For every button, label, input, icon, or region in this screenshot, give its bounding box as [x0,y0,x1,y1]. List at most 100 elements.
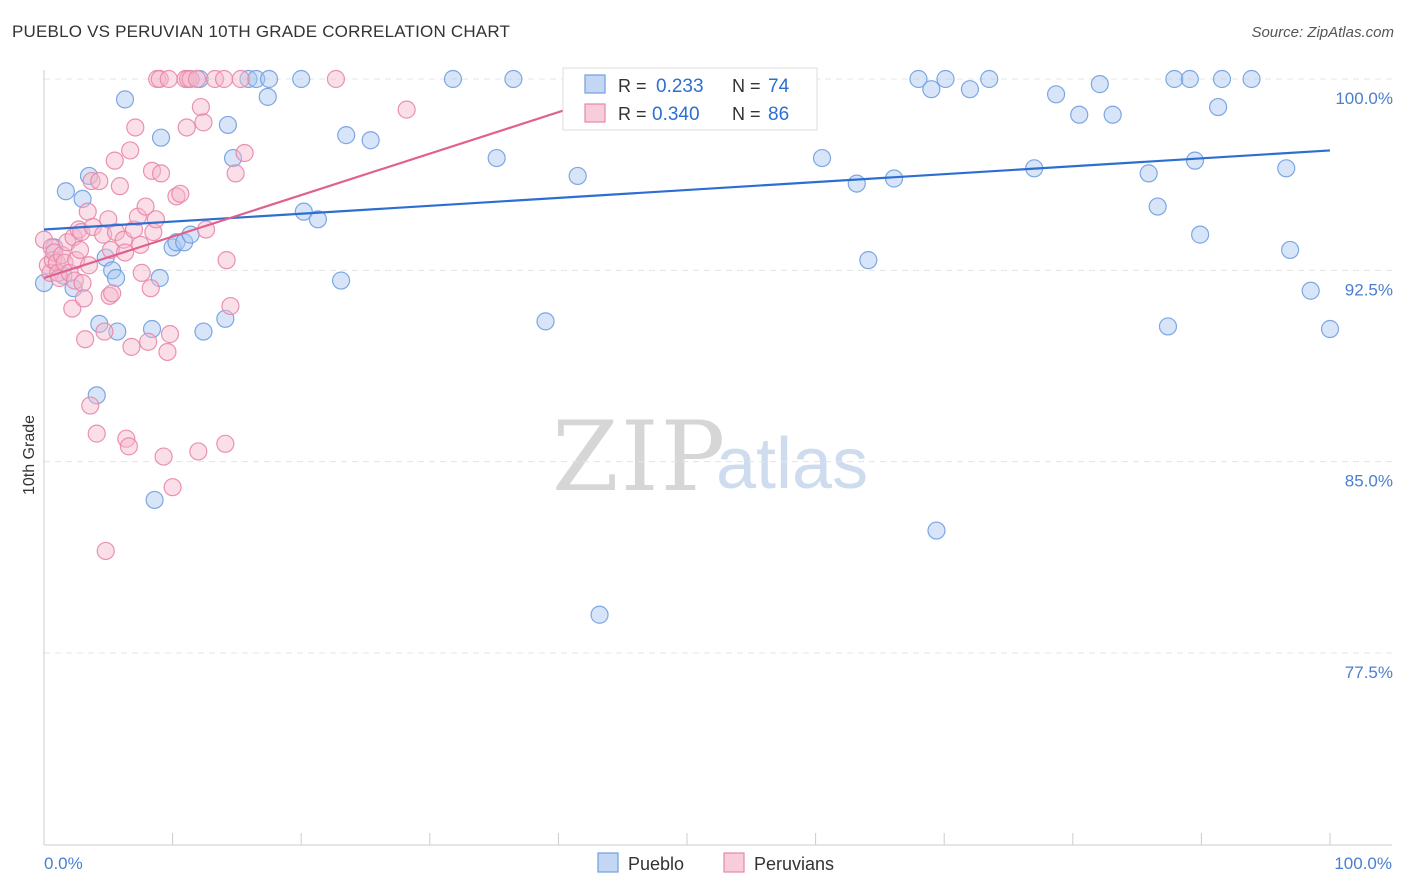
trend-line-peruvians [43,77,662,280]
bottom-legend-swatch-pueblo [597,852,619,873]
peruvians-point-48 [128,207,147,226]
pueblo-point-28 [247,69,266,89]
pueblo-point-69 [1209,97,1228,117]
pueblo-point-17 [151,128,171,147]
pueblo-point-70 [1212,69,1232,89]
peruvians-point-52 [139,332,158,351]
peruvians-point-44 [121,141,140,160]
pueblo-point-58 [1046,85,1066,104]
pueblo-point-37 [443,69,463,89]
peruvians-point-23 [78,202,97,221]
pueblo-point-49 [859,251,878,270]
peruvians-point-43 [119,437,138,456]
bottom-legend-label-pueblo: Pueblo [628,854,684,874]
pueblo-point-74 [1301,281,1320,300]
legend-n-label-pueblo: N = [732,76,761,96]
pueblo-point-7 [87,386,106,405]
peruvians-point-36 [103,284,122,303]
peruvians-point-34 [100,286,119,305]
peruvians-point-60 [154,447,173,466]
peruvians-point-22 [76,330,95,349]
watermark-zip: ZIP [552,401,727,513]
pueblo-point-3 [56,182,75,201]
peruvians-point-71 [187,69,207,89]
peruvians-point-38 [106,222,126,242]
pueblo-point-23 [194,322,213,341]
y-tick-label-2: 85.0% [1345,472,1393,491]
pueblo-point-38 [487,148,506,168]
peruvians-point-62 [159,69,178,89]
peruvians-point-47 [126,118,145,137]
pueblo-point-6 [79,166,99,186]
pueblo-point-67 [1185,151,1205,170]
peruvians-point-77 [214,69,234,89]
bottom-legend-label-peruvians: Peruvians [754,854,834,874]
peruvians-point-68 [177,118,196,137]
pueblo-point-72 [1277,159,1296,178]
pueblo-point-52 [922,80,941,99]
pueblo-point-62 [1139,164,1158,183]
peruvians-point-61 [158,342,177,362]
legend-n-value-pueblo: 74 [768,76,790,97]
bottom-legend-swatch-peruvians [723,852,745,873]
y-tick-label-0: 100.0% [1335,89,1393,108]
peruvians-point-51 [136,197,155,216]
peruvians-point-73 [191,97,210,117]
pueblo-point-11 [106,268,126,288]
pueblo-point-16 [150,268,169,288]
peruvians-point-0 [34,230,54,249]
peruvians-point-31 [95,322,114,341]
pueblo-point-29 [258,87,277,106]
legend-swatch-peruvians [584,103,606,123]
pueblo-point-31 [292,69,311,89]
peruvians-point-59 [151,164,171,183]
peruvians-point-26 [82,171,101,191]
pueblo-point-33 [308,210,328,229]
peruvians-point-63 [160,325,180,344]
pueblo-point-56 [980,69,999,89]
x-axis-ticks [43,833,1331,845]
legend-r-value-pueblo: 0.233 [656,76,704,97]
peruvians-point-32 [96,541,115,561]
peruvians-point-45 [122,337,141,356]
peruvians-point-21 [74,289,93,308]
stats-legend: R = 0.233 N = 74 R = 0.340 N = 86 [562,67,818,131]
pueblo-point-30 [259,69,279,89]
pueblo-point-32 [294,202,313,221]
legend-r-label-pueblo: R = [618,76,647,96]
peruvians-point-83 [235,143,254,163]
peruvians-point-17 [69,220,88,239]
pueblo-point-35 [337,126,356,145]
pueblo-point-68 [1191,225,1210,244]
peruvians-point-81 [226,164,245,183]
pueblo-point-15 [145,490,164,510]
peruvians-point-28 [87,424,106,443]
peruvians-point-37 [105,151,124,170]
peruvians-point-74 [194,113,213,132]
pueblo-point-12 [108,322,127,341]
pueblo-point-39 [504,69,523,89]
peruvians-point-85 [397,100,416,119]
peruvians-point-39 [110,177,129,196]
trend-line-pueblo [43,149,1331,231]
pueblo-point-41 [568,166,587,186]
peruvians-point-70 [181,69,200,89]
pueblo-point-26 [223,148,243,168]
peruvians-point-72 [189,442,208,461]
legend-n-label-peruvians: N = [732,104,761,124]
pueblo-point-54 [936,69,955,89]
pueblo-point-60 [1090,75,1109,94]
pueblo-point-63 [1148,197,1167,216]
pueblo-point-61 [1103,105,1122,124]
pueblo-point-55 [960,80,980,99]
y-tick-label-1: 92.5% [1345,280,1393,299]
pueblo-point-51 [909,69,928,89]
pueblo-point-13 [115,90,135,109]
x-tick-label-left: 0.0% [44,854,83,873]
peruvians-point-80 [221,296,240,316]
pueblo-point-75 [1320,319,1340,339]
pueblo-point-53 [927,521,946,540]
peruvians-point-64 [163,478,182,497]
legend-swatch-pueblo [584,74,606,94]
